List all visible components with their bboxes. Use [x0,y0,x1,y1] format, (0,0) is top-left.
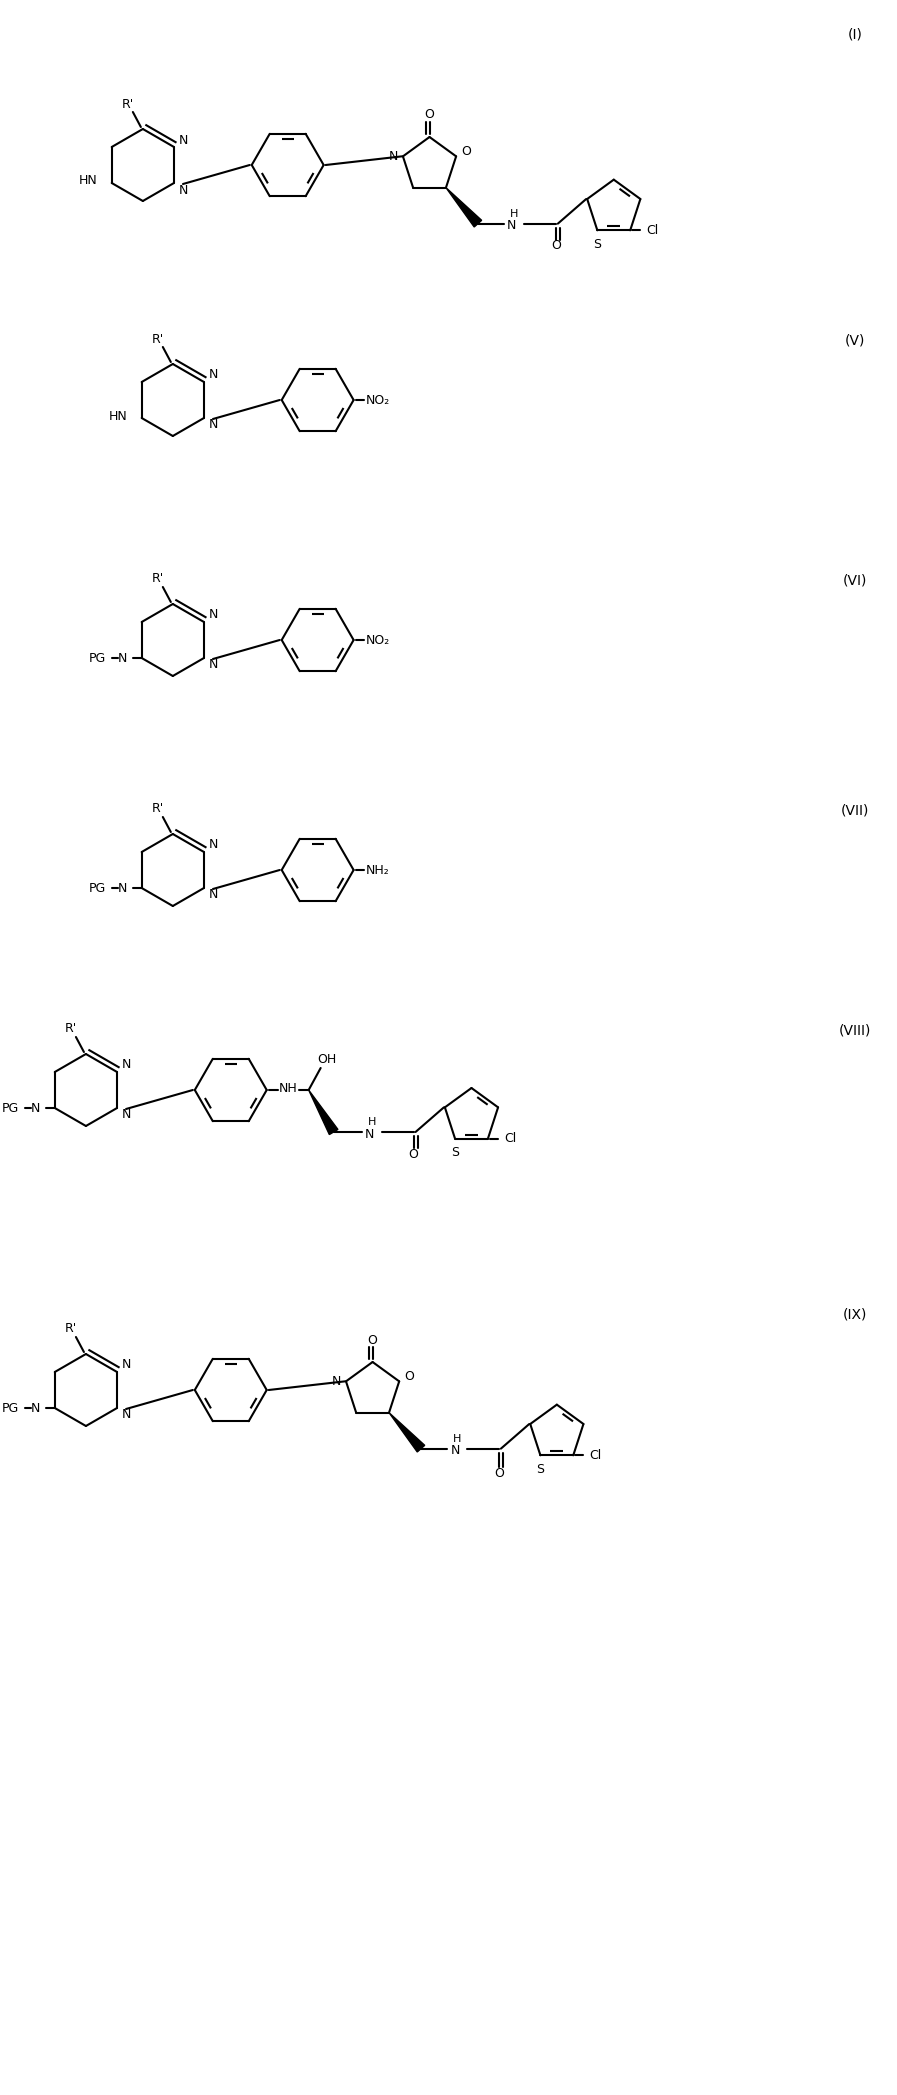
Text: N: N [388,151,397,163]
Text: (VII): (VII) [840,802,869,817]
Text: N: N [208,369,218,381]
Text: (VI): (VI) [843,574,867,587]
Text: R': R' [152,802,164,815]
Text: NO₂: NO₂ [365,394,389,406]
Text: N: N [121,1408,131,1423]
Polygon shape [309,1089,338,1135]
Text: N: N [31,1102,40,1115]
Text: N: N [331,1374,341,1387]
Text: R': R' [152,572,164,585]
Text: O: O [409,1148,419,1161]
Text: N: N [208,888,218,901]
Text: N: N [121,1058,131,1071]
Text: N: N [208,608,218,622]
Text: H: H [509,210,518,218]
Text: PG: PG [89,652,107,664]
Text: OH: OH [317,1054,336,1066]
Text: PG: PG [89,882,107,895]
Text: NH₂: NH₂ [366,863,389,876]
Text: N: N [450,1443,459,1458]
Text: N: N [507,220,517,233]
Text: N: N [179,184,187,197]
Polygon shape [446,189,482,226]
Text: N: N [365,1127,374,1140]
Text: N: N [121,1108,131,1121]
Text: H: H [453,1433,461,1443]
Text: R': R' [65,1022,77,1035]
Text: HN: HN [109,409,127,423]
Text: R': R' [122,98,134,111]
Text: H: H [368,1117,376,1127]
Text: (I): (I) [848,27,863,42]
Text: PG: PG [2,1402,20,1414]
Text: S: S [451,1146,459,1159]
Text: R': R' [65,1322,77,1335]
Text: PG: PG [2,1102,20,1115]
Text: O: O [405,1370,414,1383]
Text: HN: HN [78,174,97,186]
Text: (IX): (IX) [843,1307,867,1322]
Text: O: O [368,1335,378,1347]
Text: NO₂: NO₂ [365,633,389,647]
Text: (VIII): (VIII) [839,1022,871,1037]
Text: Cl: Cl [589,1450,601,1462]
Text: O: O [461,145,471,157]
Text: N: N [179,134,187,147]
Text: O: O [494,1466,504,1481]
Text: N: N [31,1402,40,1414]
Text: NH: NH [278,1081,297,1094]
Text: Cl: Cl [504,1131,516,1146]
Text: O: O [551,239,561,251]
Text: N: N [208,419,218,432]
Text: O: O [424,109,434,122]
Text: N: N [118,882,127,895]
Text: Cl: Cl [646,224,658,237]
Text: (V): (V) [845,333,866,348]
Text: R': R' [152,333,164,346]
Text: S: S [593,239,601,251]
Text: N: N [121,1358,131,1372]
Text: S: S [536,1462,544,1475]
Polygon shape [389,1412,424,1452]
Text: N: N [208,658,218,672]
Text: N: N [208,838,218,851]
Text: N: N [118,652,127,664]
